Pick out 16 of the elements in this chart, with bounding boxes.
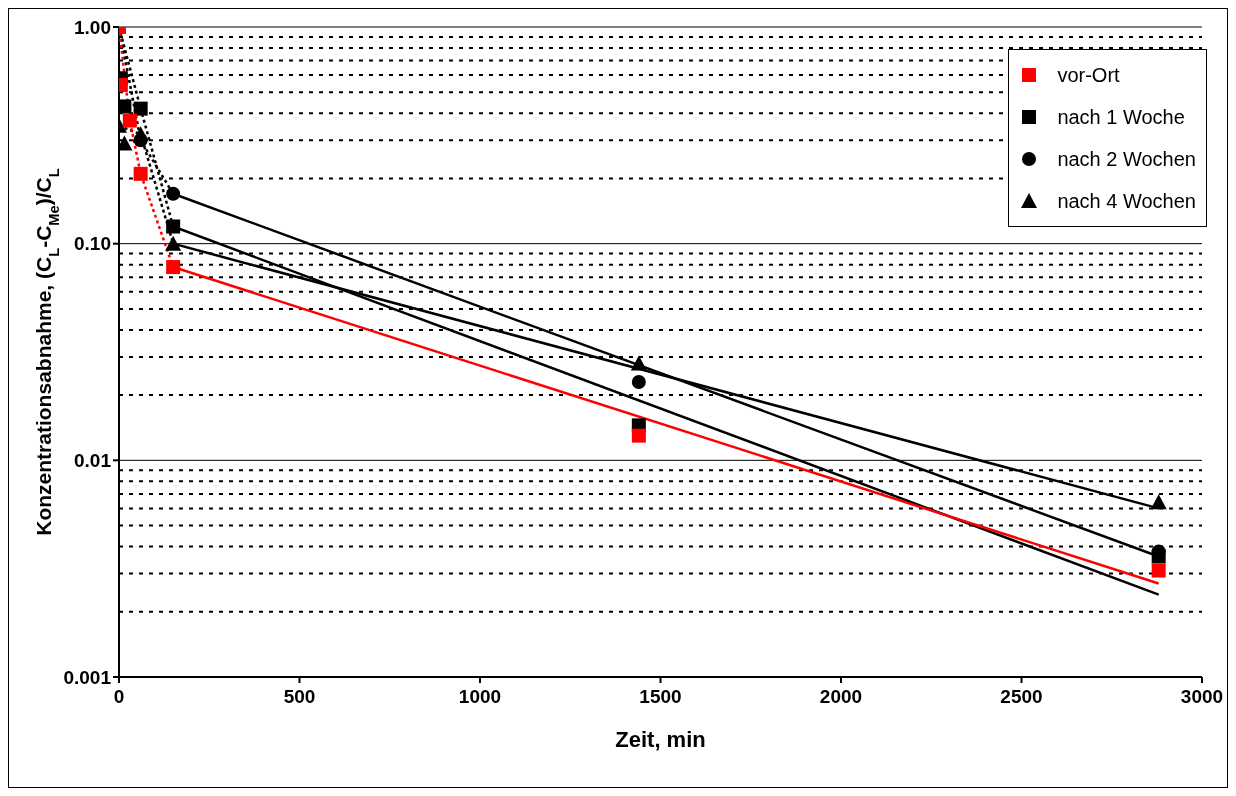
x-tick-label: 2000 [819,686,863,707]
x-tick-label: 500 [283,686,316,707]
legend-label: nach 4 Wochen [1057,189,1196,213]
x-tick-label: 2500 [1000,686,1043,707]
legend-label: vor-Ort [1057,63,1120,87]
y-tick-label: 0.01 [74,450,112,472]
y-tick-label: 0.001 [63,666,112,688]
y-tick-label: 0.10 [74,233,111,255]
x-axis-title: Zeit, min [615,727,706,752]
x-tick-label: 1000 [458,686,502,707]
legend-label: nach 1 Woche [1057,105,1185,129]
legend-label: nach 2 Wochen [1057,147,1196,171]
x-tick-label: 0 [113,686,125,707]
y-tick-label: 1.00 [74,16,111,38]
x-tick-label: 3000 [1180,686,1224,707]
x-tick-label: 1500 [639,686,682,707]
